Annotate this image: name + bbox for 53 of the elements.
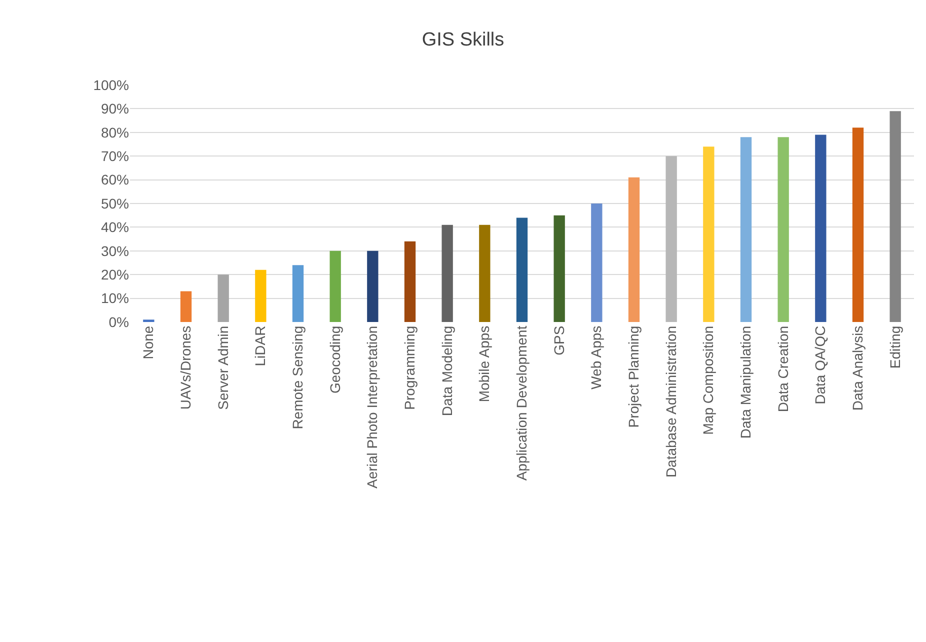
- bar: [292, 265, 304, 322]
- bar: [330, 250, 341, 322]
- bar: [703, 146, 714, 322]
- bar: [554, 215, 565, 322]
- bar: [367, 250, 378, 322]
- bar: [852, 128, 864, 322]
- y-tick-label: 70%: [100, 148, 129, 164]
- y-tick-label: 20%: [100, 266, 129, 282]
- bar: [778, 137, 789, 322]
- x-tick-label: Geocoding: [326, 326, 343, 394]
- y-tick-label: 60%: [100, 172, 129, 188]
- y-tick-label: 90%: [100, 100, 129, 117]
- x-tick-label: Map Composition: [700, 326, 716, 435]
- x-tick-label: Editing: [886, 326, 903, 369]
- bar: [255, 270, 266, 322]
- x-tick-label: Remote Sensing: [290, 326, 306, 430]
- bar: [479, 224, 490, 322]
- x-tick-label: Data Creation: [774, 326, 791, 412]
- bar: [516, 218, 528, 322]
- x-tick-label: Programming: [402, 326, 418, 410]
- bar: [666, 156, 677, 322]
- bar: [218, 274, 229, 322]
- bar: [442, 224, 453, 322]
- x-tick-label: UAVs/Drones: [178, 326, 194, 410]
- x-tick-label: GPS: [550, 326, 567, 356]
- bar: [815, 134, 826, 322]
- x-tick-label: Data Manipulation: [738, 326, 754, 439]
- x-tick-label: Aerial Photo Interpretation: [364, 326, 380, 488]
- bar: [628, 177, 640, 322]
- y-tick-label: 30%: [100, 242, 129, 259]
- y-tick-label: 80%: [100, 124, 129, 140]
- y-tick-label: 50%: [100, 195, 129, 212]
- y-tick-label: 10%: [100, 290, 129, 306]
- bar: [740, 137, 752, 322]
- chart-title: GIS Skills: [422, 29, 504, 50]
- x-tick-label: Server Admin: [214, 326, 231, 410]
- x-tick-label: Mobile Apps: [476, 326, 492, 402]
- bar: [591, 204, 602, 322]
- y-tick-label: 0%: [108, 314, 129, 330]
- x-tick-label: None: [140, 326, 156, 360]
- bar: [180, 291, 192, 322]
- y-tick-label: 100%: [93, 76, 129, 93]
- x-tick-label: Data QA/QC: [812, 326, 828, 404]
- x-tick-label: LiDAR: [252, 326, 268, 366]
- x-tick-label: Project Planning: [626, 326, 642, 428]
- x-tick-label: Application Development: [514, 326, 530, 481]
- bar: [890, 111, 901, 322]
- x-tick-label: Data Modeling: [438, 326, 455, 416]
- x-tick-label: Web Apps: [588, 326, 604, 390]
- bar: [404, 241, 416, 322]
- y-tick-label: 40%: [100, 219, 129, 236]
- x-tick-label: Data Analysis: [850, 326, 866, 411]
- x-tick-label: Database Administration: [662, 326, 679, 478]
